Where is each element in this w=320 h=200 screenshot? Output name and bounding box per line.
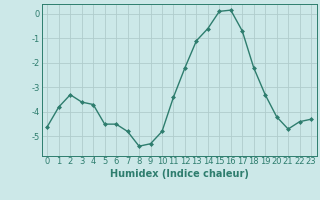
- X-axis label: Humidex (Indice chaleur): Humidex (Indice chaleur): [110, 169, 249, 179]
